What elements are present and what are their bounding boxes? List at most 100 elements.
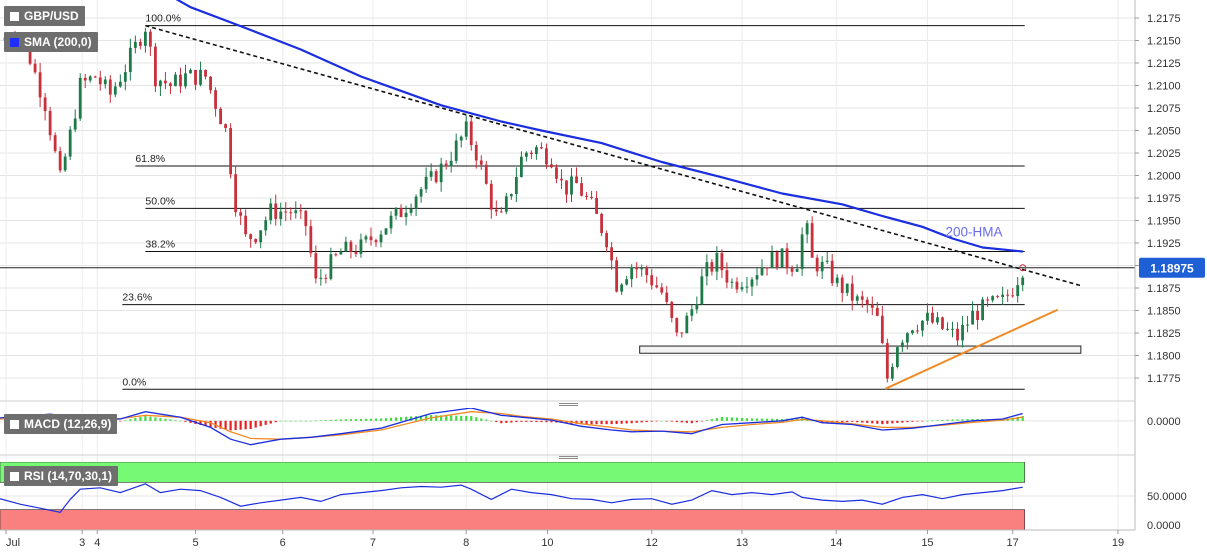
macd-histogram-bar-positive [384, 418, 388, 421]
macd-histogram-bar-negative [665, 420, 668, 422]
macd-histogram-bar-positive [409, 416, 413, 421]
macd-histogram-bar-negative [650, 420, 653, 422]
time-tick-label: 7 [370, 537, 376, 549]
candle-down [53, 135, 57, 152]
candle-down [580, 183, 583, 196]
candle-down [369, 236, 373, 241]
macd-histogram-bar-positive [966, 419, 969, 421]
macd-histogram-bar-negative [600, 420, 603, 425]
macd-histogram-bar-positive [956, 419, 959, 421]
candle-down [815, 257, 819, 272]
candle-down [43, 97, 47, 112]
candle-down [314, 253, 318, 279]
candle-down [489, 183, 493, 210]
candle-up [800, 234, 804, 270]
macd-histogram-bar-positive [765, 418, 769, 421]
candle-up [795, 269, 799, 272]
macd-histogram-bar-negative [520, 420, 523, 422]
candle-up [78, 77, 82, 119]
macd-histogram-bar-positive [740, 417, 744, 421]
macd-histogram-bar-positive [420, 415, 423, 421]
macd-line [0, 408, 1023, 446]
price-tick-label: 1.1975 [1147, 193, 1181, 205]
time-tick-label: 4 [94, 537, 100, 549]
macd-histogram-bar-negative [500, 420, 503, 424]
candle-up [294, 210, 298, 214]
candle-down [324, 277, 328, 279]
candle-up [825, 260, 829, 262]
candle-down [840, 277, 844, 293]
candle-up [700, 276, 704, 305]
macd-histogram-bar-negative [856, 420, 859, 423]
candle-up [835, 277, 839, 284]
macd-histogram-bar-positive [485, 419, 488, 421]
candle-up [409, 208, 413, 213]
candle-up [63, 156, 67, 171]
price-tick-label: 1.2100 [1147, 81, 1181, 93]
macd-histogram-bar-negative [630, 420, 633, 424]
downtrend-line [145, 24, 1084, 287]
macd-histogram-bar-positive [1021, 416, 1024, 421]
candle-down [138, 41, 142, 46]
macd-histogram-bar-negative [680, 420, 683, 423]
rsi-bands [0, 462, 1026, 530]
candle-up [454, 140, 458, 161]
candle-down [234, 174, 238, 213]
candle-down [610, 247, 614, 261]
time-tick-label: 17 [1007, 537, 1019, 549]
macd-histogram-bar-negative [901, 420, 904, 423]
candle-up [269, 203, 273, 221]
macd-histogram-bar-positive [169, 419, 172, 421]
macd-histogram-bar-negative [575, 420, 578, 424]
chart-lines [145, 0, 1084, 390]
candle-down [585, 195, 588, 197]
macd-histogram-bar-negative [645, 420, 648, 423]
price-tick-label: 1.2000 [1147, 171, 1181, 183]
macd-histogram-bar-positive [455, 415, 458, 421]
macd-histogram-bar-positive [299, 420, 302, 422]
candle-down [560, 178, 563, 181]
candle-down [334, 254, 338, 256]
rsi-indicator-label[interactable]: RSI (14,70,30,1) [4, 466, 119, 486]
last-price-marker [1019, 264, 1027, 272]
candle-up [805, 223, 809, 235]
candle-up [750, 279, 754, 287]
macd-histogram-bar-positive [755, 418, 759, 421]
macd-histogram-bar-negative [525, 420, 528, 422]
candle-up [184, 73, 187, 87]
candle-down [434, 171, 438, 183]
candle-down [810, 223, 814, 258]
candle-up [339, 251, 343, 255]
macd-histogram-bar-positive [780, 418, 784, 421]
candle-up [264, 220, 268, 231]
candle-up [900, 342, 904, 348]
candle-down [575, 176, 578, 184]
macd-histogram-bar-positive [309, 420, 312, 422]
candle-down [986, 299, 990, 301]
candle-up [123, 72, 127, 82]
candle-down [785, 248, 789, 269]
candle-up [951, 328, 954, 330]
candle-up [133, 41, 137, 48]
candle-up [449, 160, 453, 167]
macd-histogram-bar-negative [209, 420, 212, 428]
macd-histogram-bar-negative [580, 420, 583, 425]
macd-histogram-bar-positive [174, 420, 177, 421]
candle-up [429, 171, 433, 177]
macd-indicator-label[interactable]: MACD (12,26,9) [4, 414, 118, 434]
candle-up [740, 287, 744, 290]
macd-histogram-bar-positive [745, 418, 749, 421]
hma-200-label: 200-HMA [945, 224, 1002, 239]
candle-down [850, 283, 854, 301]
candle-down [555, 167, 558, 179]
macd-histogram-bar-negative [274, 420, 277, 423]
candle-up [991, 296, 995, 301]
candle-down [249, 234, 253, 240]
macd-histogram-bar-negative [204, 420, 207, 426]
support-zone-rectangle [639, 345, 1082, 354]
fib-level-label: 61.8% [135, 153, 165, 165]
candle-down [289, 212, 293, 214]
symbol-label[interactable]: GBP/USD [4, 6, 85, 26]
macd-histogram-bar-negative [545, 420, 548, 423]
sma-indicator-label[interactable]: SMA (200,0) [4, 32, 98, 52]
